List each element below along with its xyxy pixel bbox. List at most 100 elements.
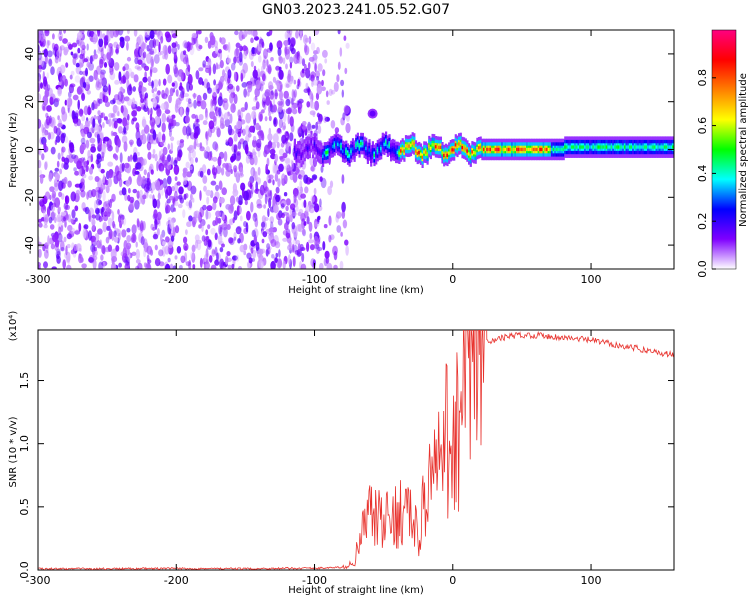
spectrogram-cell	[164, 245, 170, 255]
spectrogram-cell	[183, 193, 187, 200]
spectrogram-cell	[152, 97, 157, 108]
spectrogram-cell	[250, 247, 254, 254]
y-tick-label: 0.5	[18, 498, 31, 516]
spectrogram-cell	[49, 96, 54, 106]
spectrogram-cell	[103, 62, 108, 68]
spectrogram-cell	[272, 179, 275, 186]
spectrogram-cell	[182, 40, 189, 49]
spectrogram-cell	[310, 98, 313, 109]
spectrogram-cell	[307, 62, 311, 70]
spectrogram-cell	[386, 144, 389, 148]
spectrogram-cell	[60, 240, 65, 251]
spectrogram-cell	[283, 125, 286, 130]
spectrogram-cell	[323, 115, 327, 124]
spectrogram-cell	[274, 257, 278, 263]
spectrogram-cell	[276, 212, 281, 221]
spectrogram-cell	[336, 74, 340, 83]
spectrogram-cell	[277, 47, 282, 57]
spectrogram-cell	[212, 141, 218, 151]
spectrogram-cell	[94, 233, 100, 243]
spectrogram-cell	[118, 126, 123, 134]
spectrogram-cell	[381, 141, 384, 146]
spectrogram-cell	[554, 147, 557, 152]
spectrogram-cell	[400, 149, 403, 153]
x-tick-label: -200	[164, 273, 189, 286]
spectrogram-cell	[204, 261, 210, 269]
spectrogram-cell	[67, 214, 72, 223]
spectrogram-cell	[592, 145, 595, 149]
spectrogram-cell	[189, 83, 193, 91]
spectrogram-cell	[249, 182, 253, 190]
spectrogram-cell	[90, 153, 94, 163]
spectrogram-cell	[284, 222, 289, 231]
spectrogram-cell	[86, 191, 89, 200]
spectrogram-cell	[162, 44, 168, 56]
x-tick-label: -300	[26, 273, 51, 286]
spectrogram-cell	[245, 155, 250, 164]
spectrogram-cell	[299, 33, 303, 41]
spectrogram-cell	[376, 149, 379, 153]
spectrogram-cell	[255, 122, 260, 131]
spectrogram-cell	[299, 175, 303, 180]
spectrogram-cell	[179, 106, 183, 118]
spectrogram-cell	[175, 89, 179, 97]
spectrogram-cell	[236, 152, 242, 161]
spectrogram-cell	[190, 185, 197, 195]
spectrogram-cell	[86, 61, 91, 68]
spectrogram-cell	[219, 247, 224, 253]
spectrogram-cell	[263, 204, 266, 209]
spectrogram-cell	[173, 51, 177, 60]
spectrogram-cell	[263, 149, 268, 158]
spectrogram-cell	[115, 30, 120, 36]
spectrogram-cell	[496, 147, 499, 152]
spectrogram-cell	[267, 144, 273, 149]
spectrogram-cell	[305, 146, 308, 150]
spectrogram-cell	[223, 112, 229, 121]
spectrogram-cell	[619, 145, 622, 149]
spectrogram-cell	[174, 201, 179, 207]
spectrogram-cell	[542, 147, 545, 152]
spectrogram-cell	[594, 145, 597, 149]
spectrogram-cell	[313, 235, 319, 246]
spectrogram-cell	[232, 183, 237, 193]
spectrogram-cell	[218, 107, 222, 117]
spectrogram-cell	[150, 223, 154, 231]
spectrogram-cell	[318, 150, 321, 154]
spectrogram-cell	[146, 141, 152, 151]
spectrogram-cell	[43, 210, 46, 219]
spectrogram-cell	[194, 213, 198, 223]
spectrogram-cell	[158, 162, 165, 171]
spectrogram-cell	[317, 215, 321, 220]
spectrogram-cell	[251, 47, 256, 55]
spectrogram-cell	[173, 164, 180, 175]
spectrogram-cell	[271, 89, 274, 96]
spectrogram-cell	[310, 71, 316, 79]
spectrogram-cell	[54, 197, 61, 208]
spectrogram-cell	[184, 42, 189, 49]
spectrogram-cell	[265, 163, 269, 175]
x-tick-label: -200	[164, 574, 189, 587]
spectrogram-cell	[78, 253, 83, 264]
spectrogram-cell	[584, 145, 587, 149]
spectrogram-cell	[172, 265, 177, 269]
spectrogram-cell	[630, 145, 633, 149]
spectrogram-cell	[49, 224, 55, 230]
spectrogram-cell	[180, 90, 185, 99]
spectrogram-cell	[167, 45, 172, 54]
spectrogram-cell	[650, 145, 653, 149]
spectrogram-cell	[245, 112, 252, 124]
spectrogram-cell	[127, 30, 130, 35]
spectrogram-cell	[638, 145, 642, 149]
spectrogram-cell	[82, 76, 86, 82]
spectrogram-cell	[126, 227, 131, 233]
spectrogram-cell	[265, 95, 271, 106]
spectrogram-cell	[107, 161, 114, 167]
spectrogram-cell	[171, 185, 175, 192]
spectrogram-cell	[227, 124, 233, 136]
spectrogram-cell	[179, 265, 183, 269]
spectrogram-cell	[285, 198, 291, 206]
spectrogram-cell	[75, 62, 80, 68]
spectrogram-cell	[214, 105, 217, 112]
spectrogram-cell	[207, 151, 212, 161]
spectrogram-cell	[443, 153, 446, 158]
